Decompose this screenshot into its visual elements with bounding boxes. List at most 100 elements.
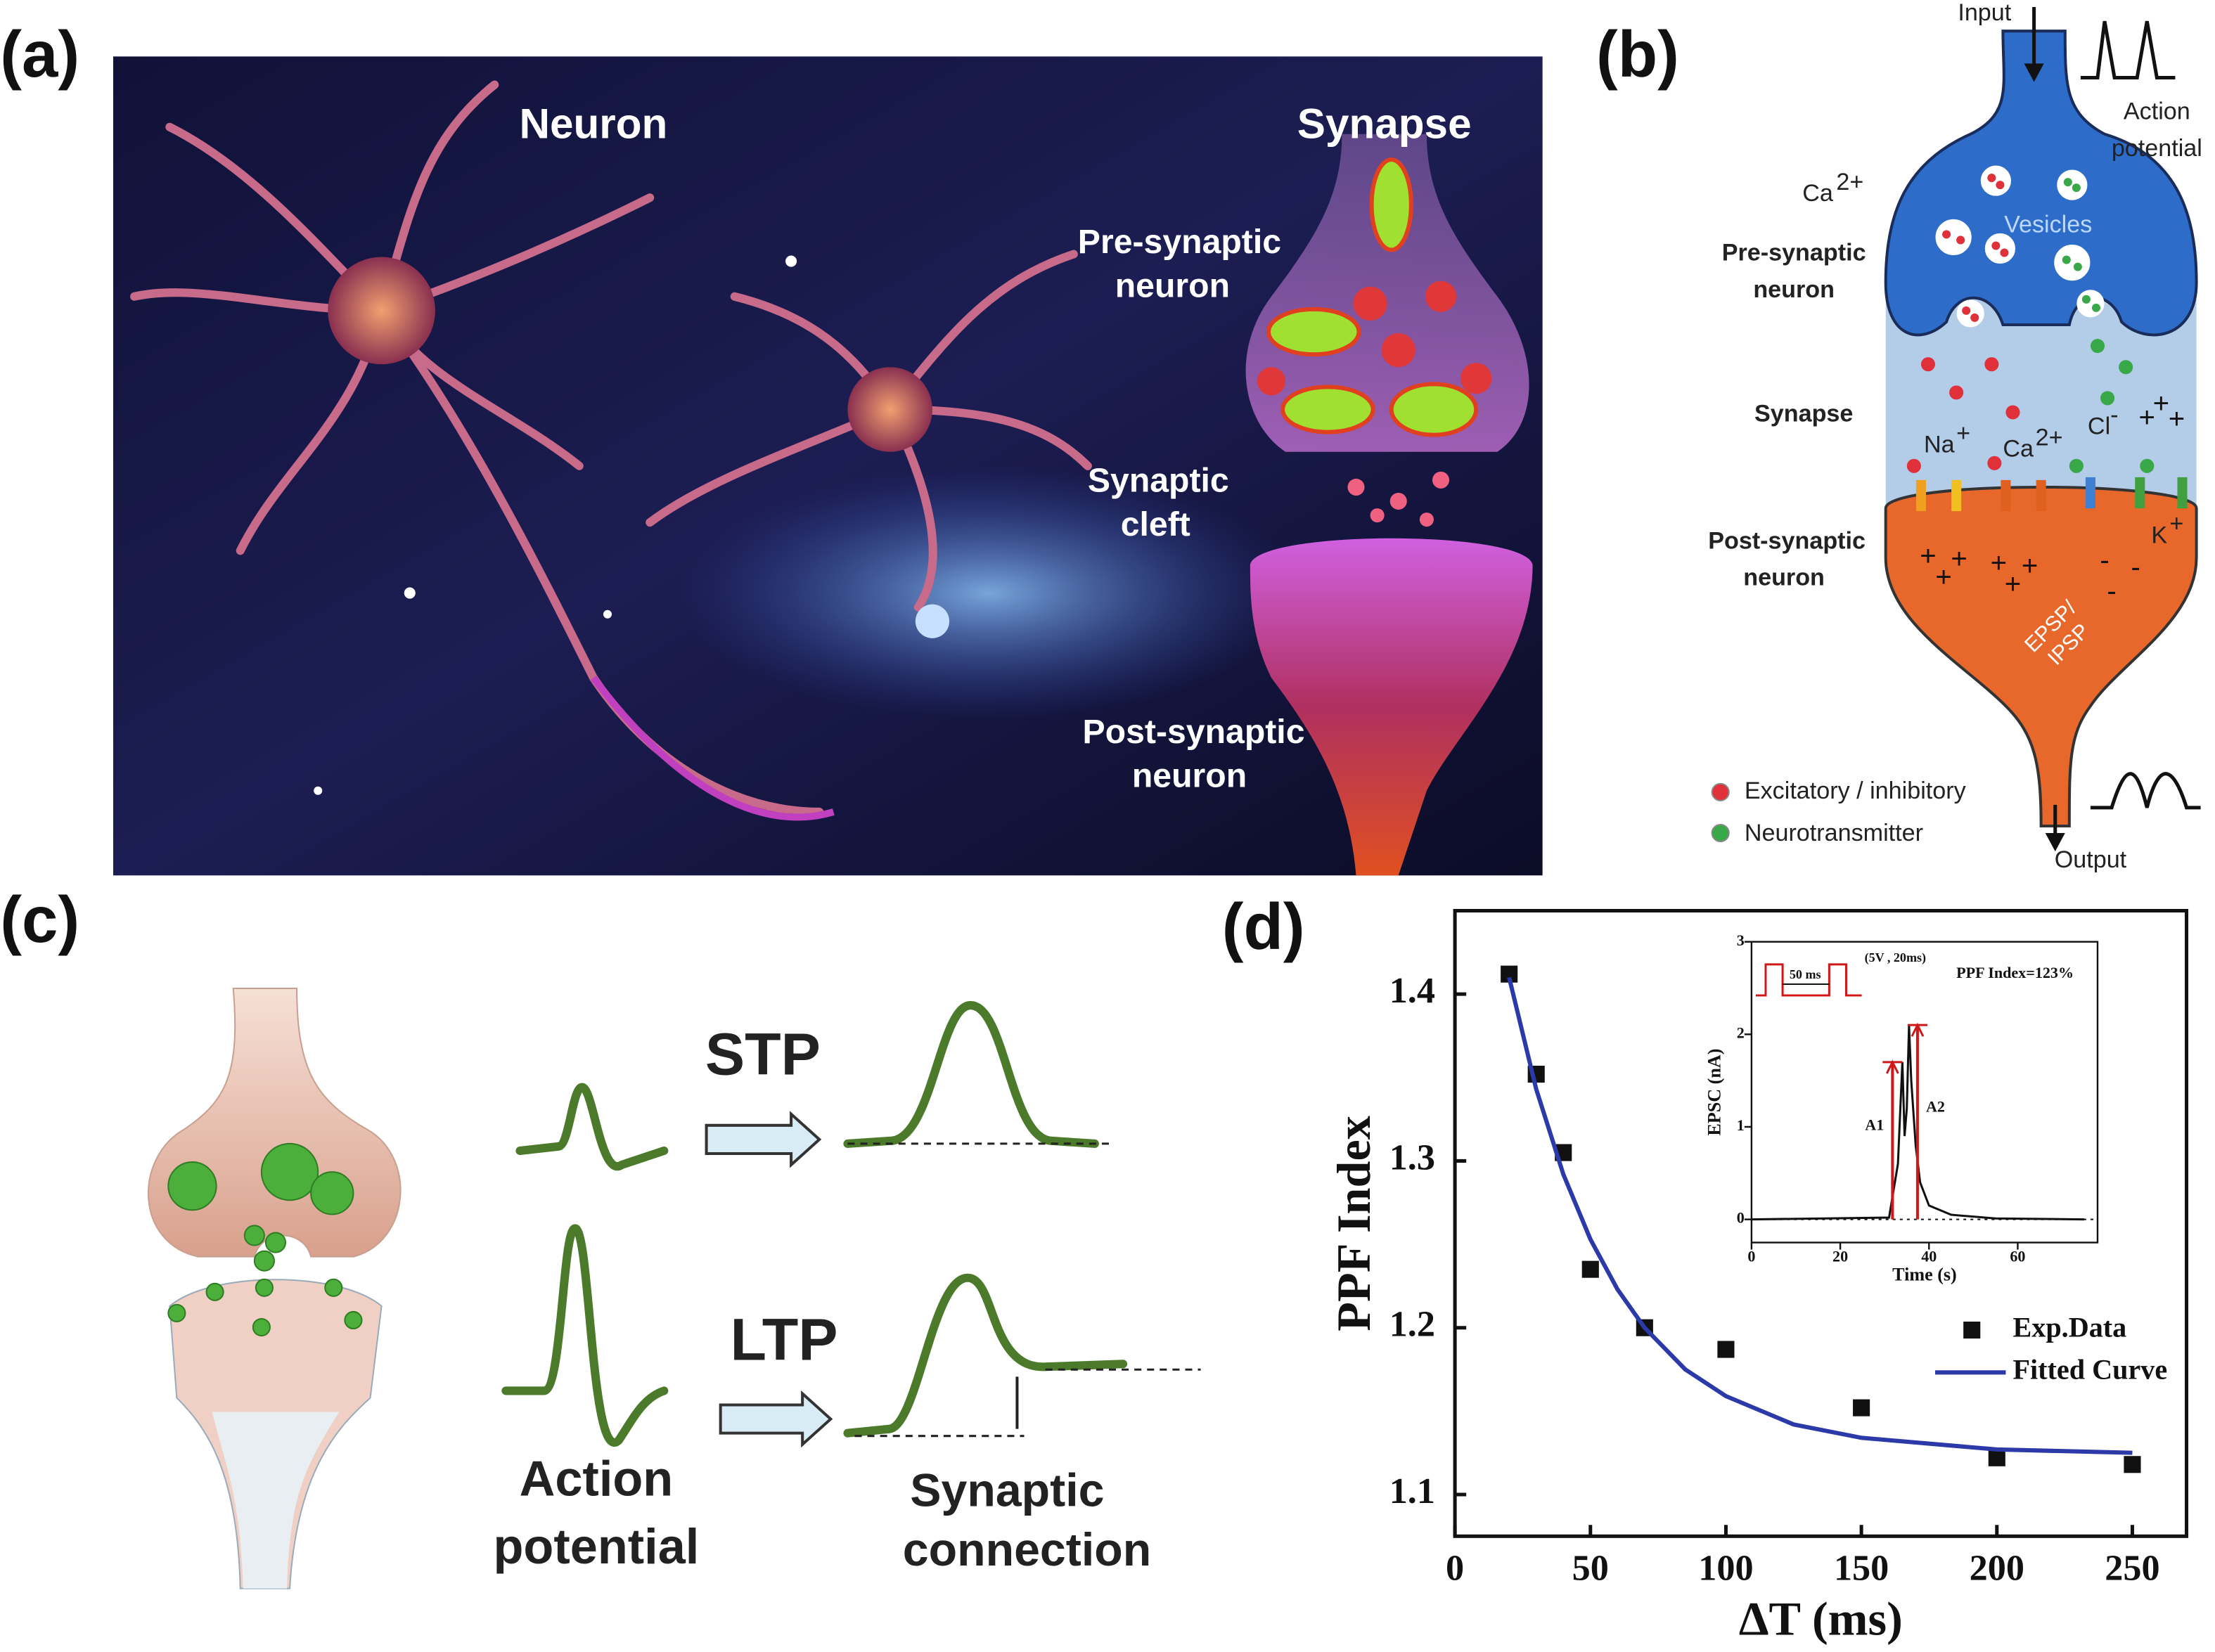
- label: neuron: [1132, 756, 1247, 794]
- illustration-g: [1257, 280, 1492, 396]
- illustration-circle: [205, 1282, 224, 1301]
- label: +: [2169, 510, 2183, 537]
- label: Ca: [2003, 436, 2034, 463]
- illustration-circle: [314, 786, 323, 795]
- illustration-g: [1915, 477, 2188, 512]
- illustration-circle: [1425, 280, 1457, 312]
- illustration-circle: [1389, 492, 1407, 510]
- legend-marker: [1963, 1322, 1981, 1339]
- annotation: PPF Index=123%: [1956, 964, 2074, 981]
- data-point: [2124, 1456, 2141, 1473]
- label: Action: [2124, 98, 2190, 125]
- illustration-circle: [324, 1278, 343, 1297]
- illustration-g: [2062, 178, 2155, 473]
- panel-label: (b): [1596, 18, 1679, 91]
- label: Action: [520, 1451, 674, 1506]
- charge-sign: -: [2100, 544, 2109, 576]
- illustration-g: [1906, 174, 2020, 473]
- illustration-circle: [2076, 290, 2105, 318]
- illustration-circle: [1347, 478, 1365, 496]
- y-tick-label: 1: [1737, 1116, 1745, 1134]
- y-tick-label: 1.4: [1389, 970, 1435, 1011]
- x-tick-label: 0: [1747, 1248, 1755, 1265]
- illustration-ellipse: [1266, 306, 1361, 357]
- illustration-path: [1884, 30, 2198, 337]
- illustration-circle: [2072, 183, 2081, 193]
- label: 2+: [1836, 169, 1863, 195]
- illustration-circle: [1956, 299, 1984, 328]
- peak-label: A1: [1865, 1116, 1884, 1134]
- illustration-circle: [1920, 357, 1936, 372]
- label: +: [1956, 420, 1970, 447]
- illustration-circle: [264, 1232, 287, 1253]
- panel-label: (a): [0, 18, 79, 91]
- illustration-circle: [1381, 333, 1415, 368]
- illustration-circle: [1962, 306, 1971, 315]
- illustration-g: [501, 1001, 1128, 1447]
- label: neuron: [1743, 564, 1825, 591]
- panel-a: Neuron Synapse Pre-synaptic neuron Synap…: [113, 56, 1543, 876]
- illustration-circle: [2005, 405, 2020, 420]
- label: Synaptic: [1088, 462, 1229, 500]
- arrow-head: [1885, 1059, 1899, 1074]
- illustration-circle: [2054, 244, 2091, 281]
- y-tick-label: 1.3: [1389, 1137, 1435, 1177]
- illustration-path: [515, 1083, 669, 1171]
- legend-label: Exp.Data: [2012, 1311, 2126, 1343]
- legend-label: Fitted Curve: [2012, 1354, 2167, 1386]
- label: 2+: [2036, 425, 2063, 451]
- pulse-train: [1755, 963, 1862, 997]
- charge-sign: +: [1991, 547, 2007, 579]
- illustration-path: [719, 1390, 833, 1448]
- illustration-ellipse: [678, 465, 1300, 721]
- illustration-circle: [252, 1317, 271, 1337]
- annotation: (5V , 20ms): [1865, 950, 1926, 965]
- illustration-circle: [243, 1225, 265, 1246]
- illustration-circle: [260, 1142, 319, 1201]
- label: Synapse: [1297, 100, 1472, 148]
- illustration-circle: [1711, 823, 1730, 843]
- x-axis-label: Time (s): [1892, 1265, 1957, 1285]
- label: potential: [2112, 135, 2202, 162]
- illustration-path: [377, 306, 824, 816]
- illustration-circle: [1956, 235, 1965, 245]
- illustration-circle: [2119, 360, 2133, 375]
- illustration-circle: [2073, 262, 2082, 271]
- illustration-circle: [847, 367, 932, 452]
- charge-sign: -: [2131, 551, 2140, 583]
- data-point: [1581, 1260, 1599, 1278]
- illustration-path: [2080, 20, 2176, 79]
- charge-sign: +: [2139, 401, 2155, 433]
- illustration-path: [843, 1273, 1128, 1438]
- illustration-path: [2024, 63, 2044, 82]
- illustration-circle: [1949, 385, 1964, 400]
- panel-label: (c): [0, 883, 79, 956]
- data-point: [1988, 1449, 2005, 1466]
- illustration-circle: [167, 1303, 186, 1323]
- illustration-path: [2090, 772, 2201, 810]
- illustration-circle: [1942, 230, 1951, 239]
- illustration-path: [212, 1412, 340, 1589]
- illustration-path: [843, 1001, 1099, 1148]
- illustration-circle: [253, 1250, 275, 1272]
- illustration-circle: [603, 609, 612, 619]
- label: Na: [1924, 432, 1955, 458]
- illustration-circle: [1432, 471, 1450, 489]
- illustration-g: [1266, 157, 1479, 437]
- label: Cl: [2088, 413, 2110, 440]
- illustration-path: [1245, 134, 1529, 452]
- data-point: [1853, 1399, 1870, 1417]
- illustration-circle: [1984, 233, 2015, 264]
- illustration-circle: [1996, 181, 2005, 190]
- illustration-circle: [310, 1171, 354, 1215]
- label: STP: [705, 1021, 821, 1088]
- illustration-path: [1250, 538, 1533, 876]
- illustration-circle: [167, 1161, 217, 1211]
- charge-sign: +: [2022, 550, 2038, 581]
- charge-sign: +: [2005, 568, 2021, 600]
- data-line: [1751, 1025, 2085, 1221]
- illustration-circle: [1257, 367, 1286, 396]
- illustration-circle: [1711, 782, 1730, 801]
